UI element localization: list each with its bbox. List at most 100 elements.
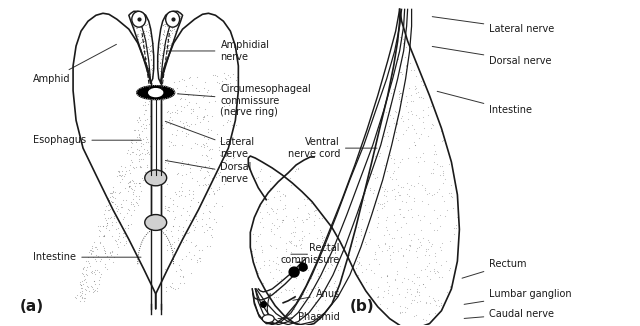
Point: [144, 96, 154, 101]
Point: [451, 215, 461, 220]
Point: [268, 259, 278, 264]
Point: [198, 116, 209, 121]
Point: [111, 227, 121, 232]
Point: [448, 205, 458, 210]
Point: [174, 189, 184, 194]
Point: [398, 252, 408, 257]
Point: [139, 28, 149, 34]
Point: [395, 309, 405, 314]
Point: [174, 223, 184, 228]
Point: [320, 268, 330, 274]
Point: [179, 123, 189, 128]
Point: [175, 108, 186, 113]
Point: [259, 262, 269, 268]
Point: [180, 88, 191, 93]
Point: [141, 134, 151, 139]
Point: [413, 90, 423, 95]
Point: [163, 43, 173, 49]
Point: [404, 242, 415, 247]
Point: [166, 41, 177, 46]
Point: [399, 275, 410, 280]
Point: [426, 244, 436, 249]
Point: [127, 177, 137, 183]
Point: [382, 199, 392, 204]
Point: [117, 168, 127, 173]
Point: [304, 230, 314, 235]
Point: [301, 216, 312, 221]
Point: [168, 24, 178, 30]
Point: [197, 247, 207, 252]
Point: [406, 300, 417, 305]
Point: [332, 267, 342, 272]
Point: [155, 40, 165, 45]
Point: [168, 224, 179, 229]
Point: [161, 228, 171, 233]
Point: [166, 233, 177, 239]
Point: [101, 217, 111, 222]
Point: [271, 266, 281, 271]
Point: [355, 262, 365, 268]
Point: [158, 22, 168, 28]
Point: [173, 285, 184, 290]
Point: [397, 215, 408, 220]
Point: [251, 239, 261, 244]
Point: [124, 184, 134, 189]
Point: [308, 223, 319, 228]
Point: [429, 142, 439, 148]
Point: [123, 148, 133, 153]
Point: [108, 223, 118, 228]
Point: [104, 228, 114, 233]
Point: [387, 76, 397, 81]
Text: (a): (a): [19, 299, 44, 314]
Point: [220, 96, 230, 101]
Point: [168, 197, 179, 202]
Point: [179, 78, 189, 83]
Point: [81, 267, 91, 273]
Point: [200, 174, 211, 180]
Point: [147, 40, 157, 45]
Point: [159, 28, 169, 33]
Point: [164, 27, 175, 33]
Point: [265, 186, 275, 191]
Point: [87, 244, 97, 249]
Point: [163, 28, 173, 34]
Point: [166, 140, 177, 145]
Point: [134, 180, 144, 185]
Point: [324, 254, 334, 259]
Point: [436, 139, 447, 144]
Point: [186, 175, 196, 181]
Point: [406, 278, 417, 284]
Point: [221, 120, 232, 125]
Point: [145, 43, 155, 49]
Point: [159, 58, 170, 64]
Point: [394, 159, 404, 164]
Point: [214, 144, 224, 150]
Point: [163, 47, 173, 52]
Point: [163, 55, 173, 60]
Point: [271, 289, 281, 294]
Point: [351, 239, 361, 244]
Point: [253, 174, 263, 180]
Point: [179, 275, 189, 280]
Point: [168, 202, 178, 207]
Point: [171, 31, 181, 36]
Point: [301, 290, 312, 295]
Point: [393, 137, 403, 142]
Point: [155, 41, 165, 46]
Point: [426, 104, 436, 109]
Point: [291, 299, 301, 304]
Point: [416, 243, 426, 248]
Point: [141, 151, 152, 156]
Point: [291, 268, 301, 273]
Point: [356, 280, 366, 285]
Point: [167, 241, 177, 246]
Point: [134, 197, 144, 202]
Point: [381, 279, 392, 285]
Point: [396, 224, 406, 230]
Point: [178, 239, 188, 244]
Point: [140, 22, 150, 27]
Point: [132, 202, 143, 208]
Point: [281, 240, 291, 245]
Point: [140, 18, 150, 23]
Point: [92, 254, 102, 259]
